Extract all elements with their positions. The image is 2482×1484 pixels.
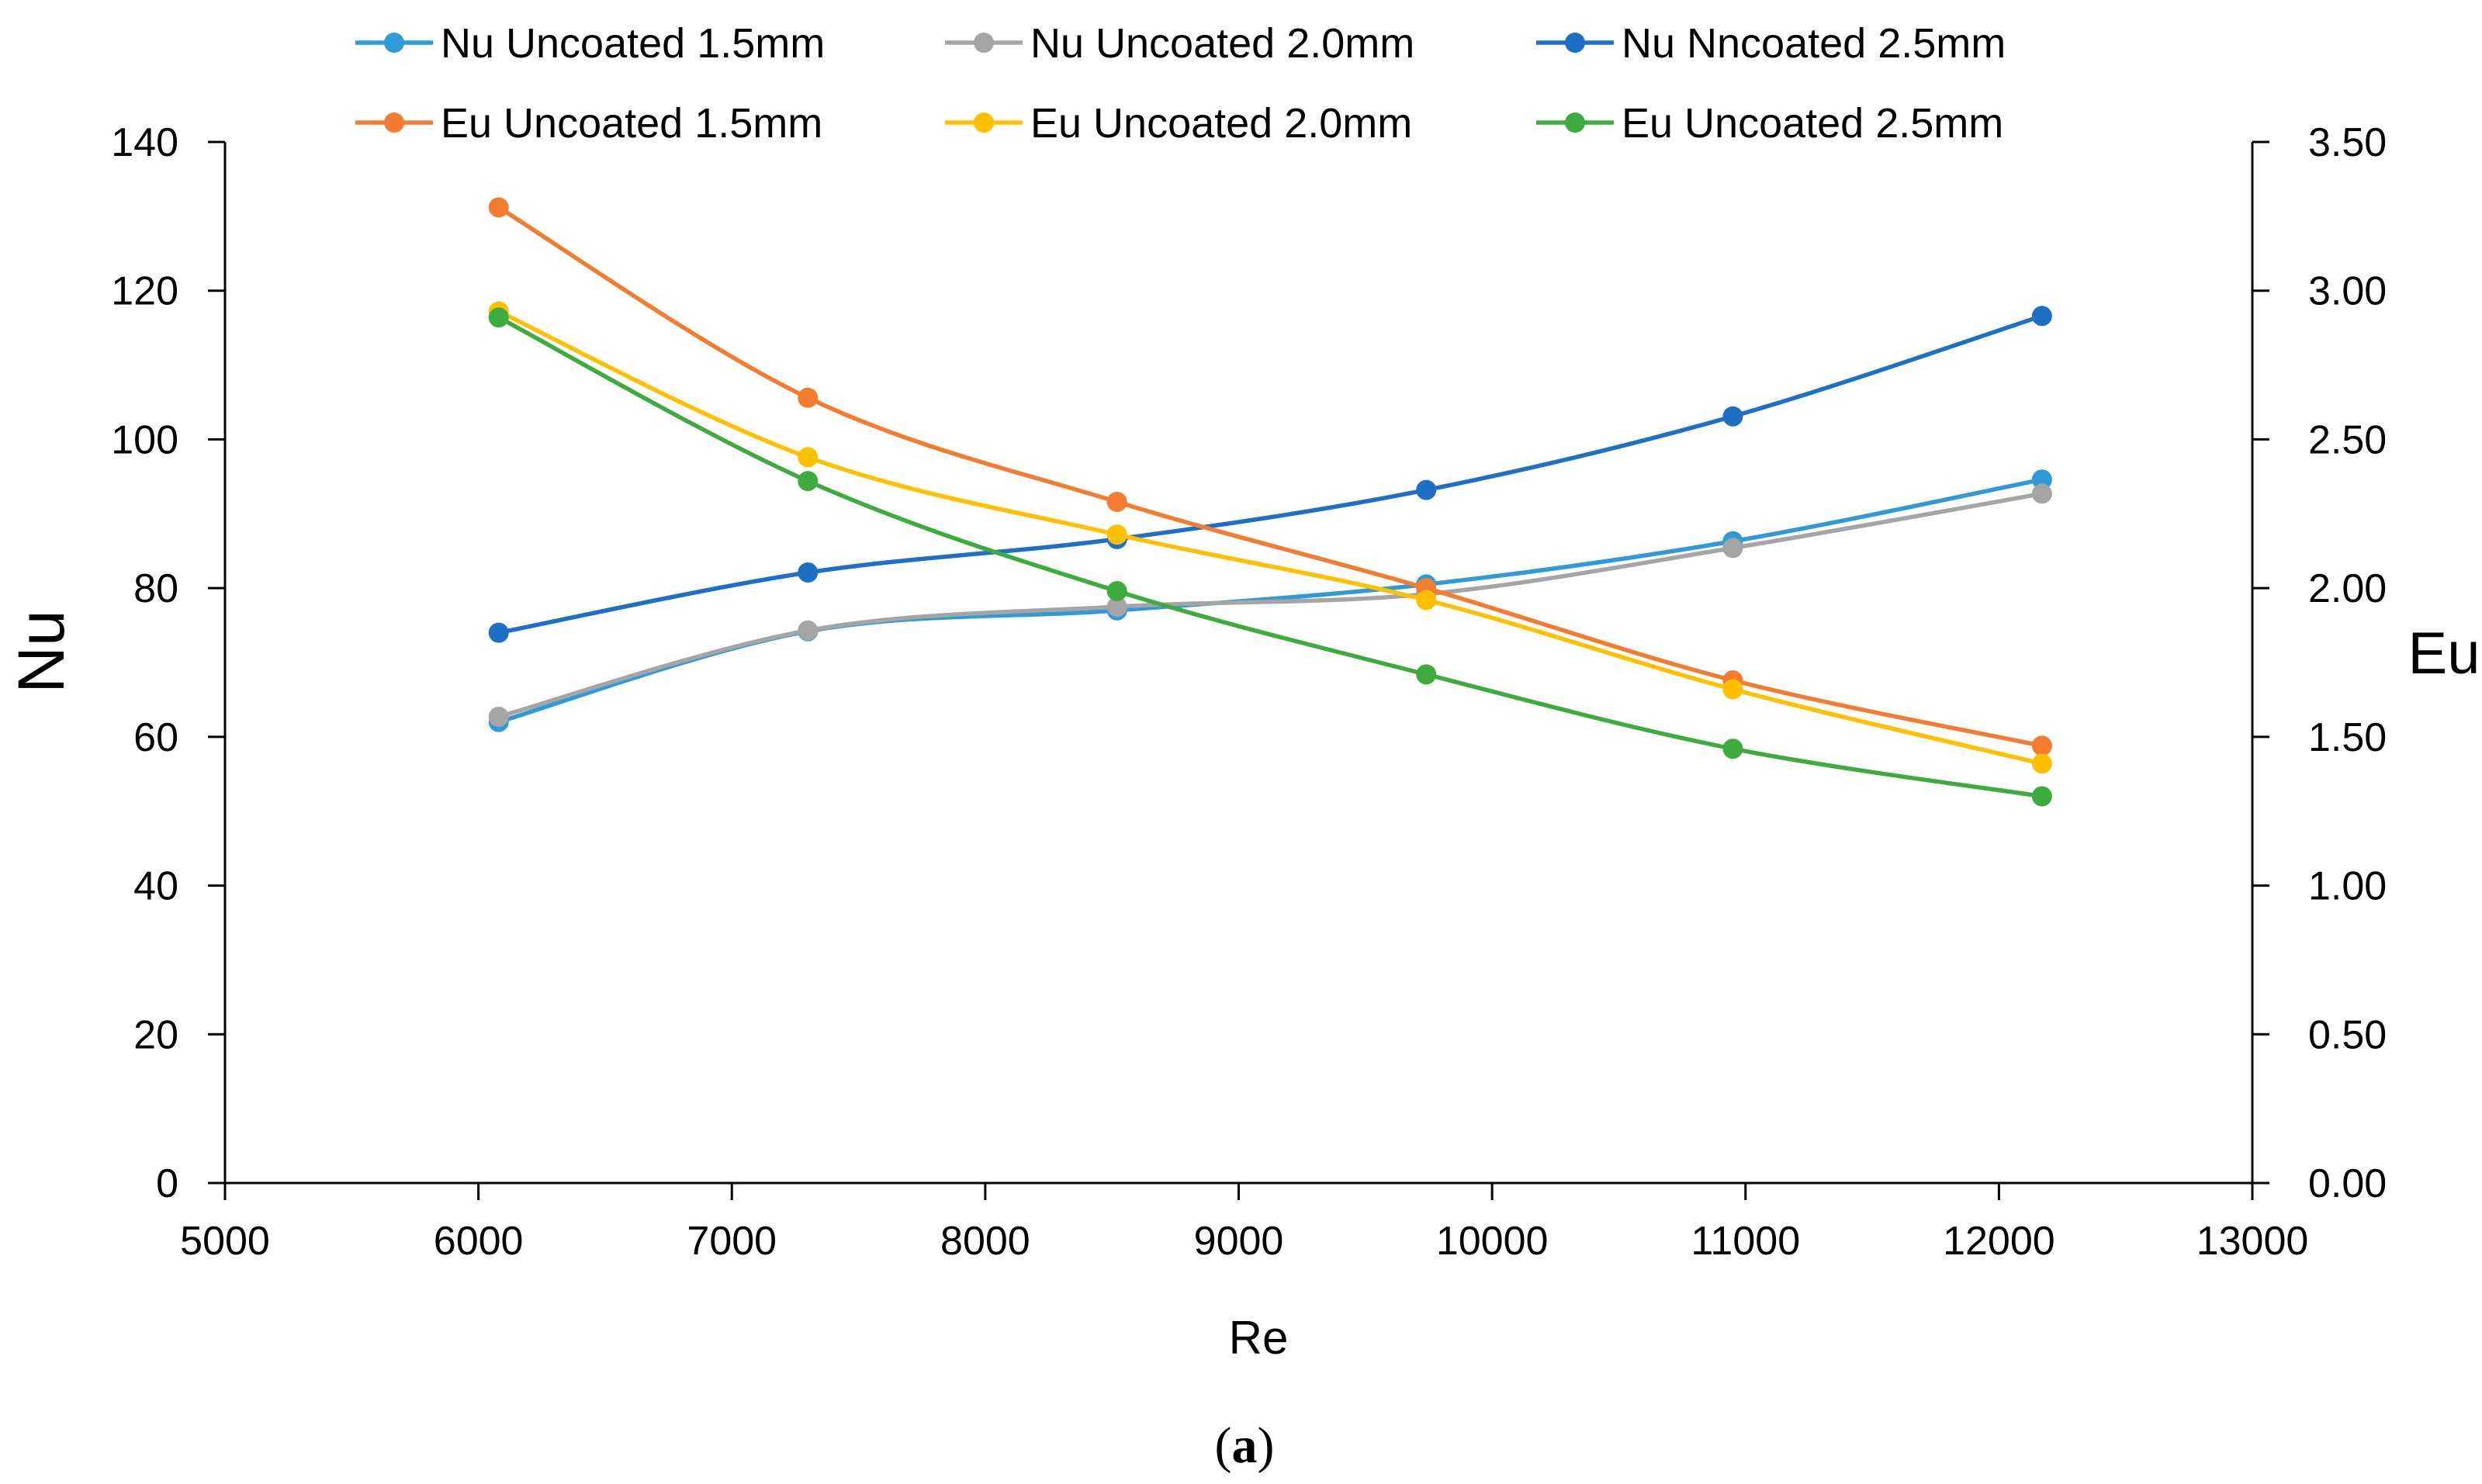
legend-swatch-marker [384,112,404,133]
legend-item-eu-uncoated-2-5mm: Eu Uncoated 2.5mm [1536,100,2003,147]
series-line [497,313,2044,635]
data-point [1722,739,1743,759]
caption-label: a [1232,1417,1258,1474]
data-point [798,471,819,492]
legend-swatch-marker [1565,33,1585,53]
data-point [488,197,509,218]
data-point [2031,753,2052,774]
legend-swatch-marker [384,33,404,53]
y2-tick-label: 3.00 [2308,269,2387,314]
series-eu-uncoated-1-5mm [488,197,2052,756]
y-tick-label: 140 [111,120,178,165]
data-point [2031,786,2052,807]
x-tick-label: 13000 [2196,1219,2309,1264]
legend-swatch-marker [974,33,994,53]
legend-swatch-marker [974,112,994,133]
series-nu-nncoated-2-5mm [488,306,2052,643]
axes: 0 20 40 60 80 100 120 140 0.00 0.50 1.00 1.50 2.00 2.… [111,120,2387,1264]
data-point [1106,597,1127,617]
data-point [2031,735,2052,756]
legend-item-eu-uncoated-1-5mm: Eu Uncoated 1.5mm [355,100,822,147]
legend-label: Eu Uncoated 2.0mm [1030,100,1412,147]
data-point [488,706,509,727]
data-point [2031,483,2052,504]
data-point [1722,406,1743,427]
data-point [1722,538,1743,559]
series-line [497,309,2044,766]
series-line [497,205,2044,749]
x-tick-label: 9000 [1194,1219,1284,1264]
data-point [488,307,509,328]
x-tick-label: 10000 [1436,1219,1549,1264]
x-axis-title: Re [1229,1312,1289,1364]
data-point [798,562,819,583]
caption-open-paren: ( [1215,1417,1232,1474]
y-tick-label: 0 [156,1161,178,1206]
y-tick-label: 80 [133,566,178,611]
y-tick-label: 60 [133,715,178,760]
x-tick-label: 5000 [180,1219,270,1264]
legend-item-nu-uncoated-2-0mm: Nu Uncoated 2.0mm [945,20,1414,67]
data-point [488,622,509,643]
legend-label: Eu Uncoated 1.5mm [441,100,822,147]
data-point [1106,524,1127,545]
legend-swatch-marker [1565,112,1585,133]
legend-label: Nu Uncoated 2.0mm [1030,20,1414,67]
data-point [1416,479,1437,500]
y2-tick-label: 0.50 [2308,1012,2387,1057]
series-line [497,491,2044,719]
data-point [1722,679,1743,700]
data-point [1106,491,1127,512]
legend-item-nu-uncoated-1-5mm: Nu Uncoated 1.5mm [355,20,825,67]
series-eu-uncoated-2-5mm [488,307,2052,807]
x-tick-label: 11000 [1691,1219,1800,1264]
data-point [798,447,819,468]
series-eu-uncoated-2-0mm [488,301,2052,774]
y-tick-label: 120 [111,269,178,314]
y2-axis-title: Eu [2408,621,2480,687]
data-point [798,387,819,408]
data-point [1106,580,1127,601]
y2-tick-label: 1.00 [2308,864,2387,909]
legend-label: Eu Uncoated 2.5mm [1622,100,2003,147]
legend: Nu Uncoated 1.5mm Nu Uncoated 2.0mm Nu Nnc… [355,20,2006,147]
data-point [1416,664,1437,685]
x-tick-label: 12000 [1943,1219,2055,1264]
legend-item-nu-nncoated-2-5mm: Nu Nncoated 2.5mm [1536,20,2006,67]
legend-item-eu-uncoated-2-0mm: Eu Uncoated 2.0mm [945,100,1412,147]
data-point [2031,469,2052,490]
data-point [1416,590,1437,611]
series-layer [488,197,2052,807]
data-point [798,620,819,641]
series-nu-uncoated-2-0mm [488,483,2052,727]
y-axis-title: Nu [5,610,78,693]
data-point [2031,306,2052,327]
y2-tick-label: 1.50 [2308,715,2387,760]
x-tick-label: 8000 [940,1219,1030,1264]
figure-caption: (a) [1215,1417,1275,1474]
y-tick-label: 20 [133,1012,178,1057]
y2-tick-label: 0.00 [2308,1161,2387,1206]
x-tick-label: 7000 [687,1219,777,1264]
x-tick-label: 6000 [434,1219,524,1264]
y2-tick-label: 2.00 [2308,566,2387,611]
y-tick-label: 100 [111,417,178,462]
y2-tick-label: 2.50 [2308,417,2387,462]
y-tick-label: 40 [133,864,178,909]
y2-tick-label: 3.50 [2308,120,2387,165]
caption-close-paren: ) [1258,1417,1275,1474]
legend-label: Nu Nncoated 2.5mm [1622,20,2006,67]
legend-label: Nu Uncoated 1.5mm [441,20,825,67]
series-line [497,315,2044,799]
